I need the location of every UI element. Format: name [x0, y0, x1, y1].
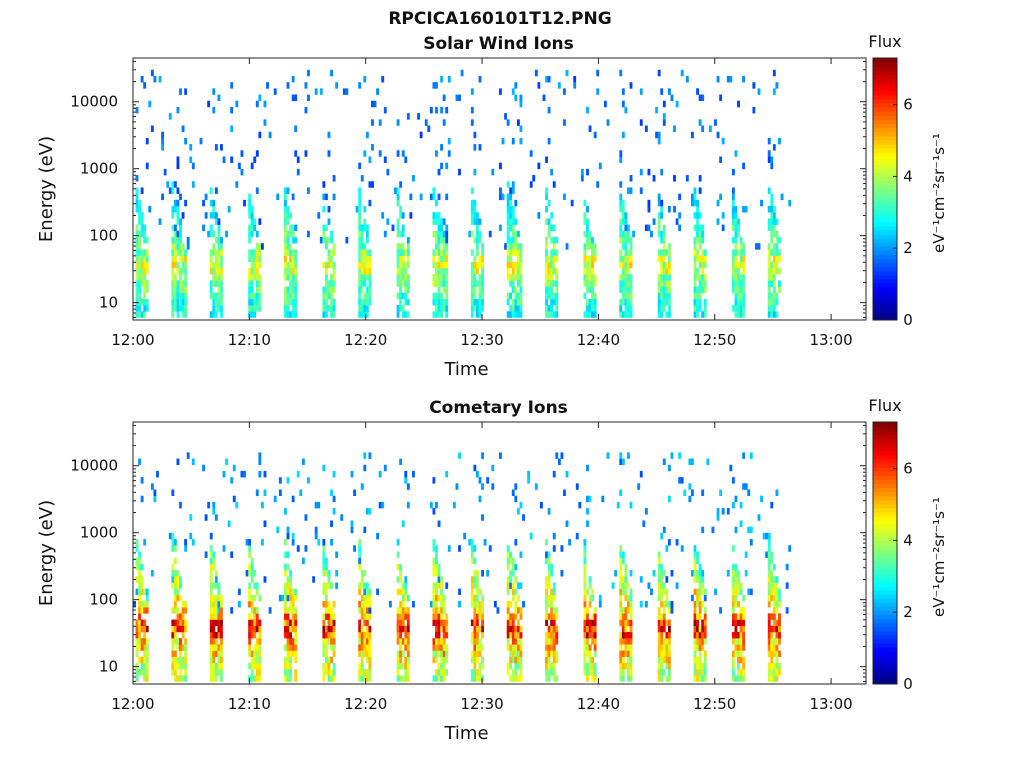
- y-tick-label: 10000: [70, 457, 118, 475]
- panel-solar-wind: 12:00 12:10 12:20 12:30 12:40 12:50 13:00 Time 1…: [36, 32, 948, 380]
- y-axis-label: Energy (eV): [36, 500, 57, 606]
- x-tick-label: 12:10: [228, 695, 271, 713]
- colorbar-label: eV⁻¹cm⁻²sr⁻¹s⁻¹: [930, 497, 948, 617]
- y-tick-label: 1000: [80, 160, 118, 178]
- y-tick-label: 100: [89, 591, 118, 609]
- panel-cometary: 12:00 12:10 12:20 12:30 12:40 12:50 13:00 Time 1…: [36, 396, 948, 744]
- panel-title: Solar Wind Ions: [423, 34, 574, 54]
- x-tick-label: 12:50: [693, 695, 736, 713]
- colorbar: 0 2 4 6 Flux eV⁻¹cm⁻²sr⁻¹s⁻¹: [868, 396, 948, 693]
- colorbar-tick-label: 0: [903, 675, 913, 693]
- x-tick-label: 12:20: [344, 695, 387, 713]
- x-tick-label: 12:30: [460, 695, 503, 713]
- figure-title: RPCICA160101T12.PNG: [388, 9, 611, 29]
- x-tick-label: 12:30: [460, 331, 503, 349]
- x-tick-label: 12:50: [693, 331, 736, 349]
- spectrogram: [135, 69, 792, 318]
- colorbar-tick-label: 0: [903, 311, 913, 329]
- colorbar-tick-label: 4: [903, 167, 913, 185]
- spectrogram: [133, 452, 792, 682]
- panels: 12:00 12:10 12:20 12:30 12:40 12:50 13:00 Time 1…: [36, 32, 948, 744]
- panel-title: Cometary Ions: [429, 398, 568, 418]
- colorbar-tick-label: 2: [903, 239, 913, 257]
- y-tick-label: 10000: [70, 93, 118, 111]
- colorbar-tick-label: 4: [903, 531, 913, 549]
- y-tick-label: 10: [99, 658, 118, 676]
- colorbar-tick-label: 6: [903, 96, 913, 114]
- x-tick-label: 12:10: [228, 331, 271, 349]
- colorbar-label: eV⁻¹cm⁻²sr⁻¹s⁻¹: [930, 133, 948, 253]
- colorbar-title: Flux: [868, 32, 901, 51]
- colorbar-tick-label: 2: [903, 603, 913, 621]
- colorbar-tick-label: 6: [903, 460, 913, 478]
- x-tick-label: 12:40: [577, 331, 620, 349]
- x-tick-label: 13:00: [809, 695, 852, 713]
- x-tick-label: 12:20: [344, 331, 387, 349]
- y-tick-label: 10: [99, 294, 118, 312]
- colorbar-title: Flux: [868, 396, 901, 415]
- x-tick-label: 12:00: [111, 695, 154, 713]
- x-axis-label: Time: [443, 723, 488, 744]
- y-tick-label: 1000: [80, 524, 118, 542]
- colorbar: 0 2 4 6 Flux eV⁻¹cm⁻²sr⁻¹s⁻¹: [868, 32, 948, 329]
- x-tick-label: 12:00: [111, 331, 154, 349]
- y-axis-label: Energy (eV): [36, 136, 57, 242]
- y-tick-label: 100: [89, 227, 118, 245]
- x-axis-label: Time: [443, 359, 488, 380]
- x-tick-label: 13:00: [809, 331, 852, 349]
- plot-frame: [132, 421, 867, 685]
- x-tick-label: 12:40: [577, 695, 620, 713]
